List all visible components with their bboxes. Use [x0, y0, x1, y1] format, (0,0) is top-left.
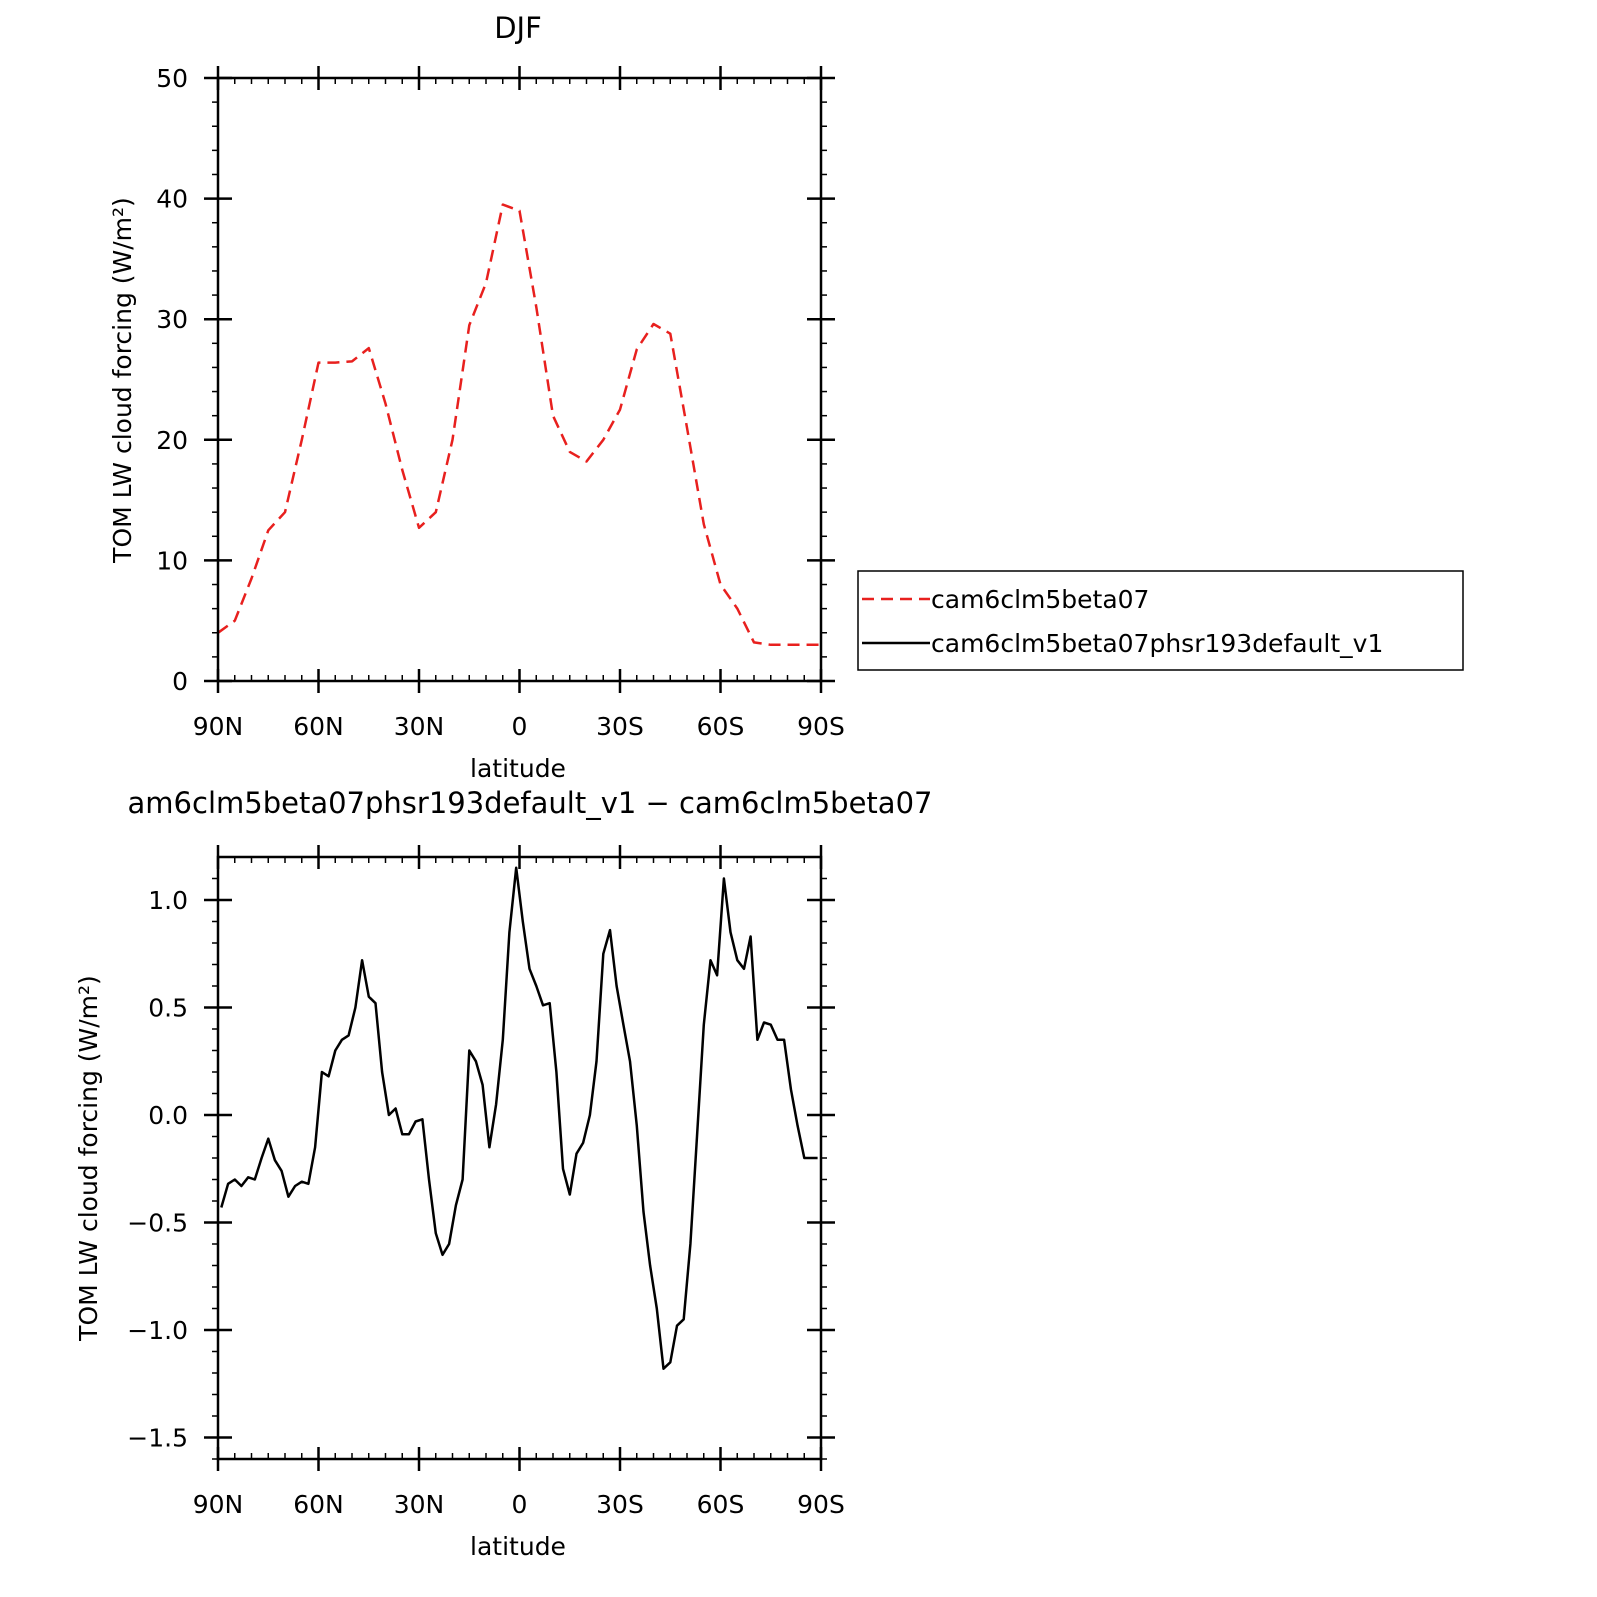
top-major-ticks — [204, 66, 835, 693]
y-tick-label: 30 — [156, 305, 188, 334]
series-line-diff-0 — [220, 866, 818, 1370]
x-tick-label: 60N — [293, 1490, 344, 1519]
x-tick-label: 90N — [193, 1490, 244, 1519]
top-plot-frame — [216, 76, 823, 683]
y-tick-label: 0 — [172, 667, 188, 696]
top-plot-title: DJF — [494, 11, 542, 45]
bottom-x-axis-title: latitude — [470, 1532, 566, 1561]
y-tick-label: 1.0 — [148, 886, 188, 915]
y-tick-label: 20 — [156, 426, 188, 455]
top-series-group — [217, 203, 821, 647]
legend-box — [857, 570, 1464, 671]
top-minor-ticks — [212, 78, 827, 681]
x-tick-label: 30N — [394, 1490, 445, 1519]
x-tick-label: 30S — [596, 1490, 644, 1519]
top-x-axis-title: latitude — [470, 754, 566, 783]
bottom-x-tick-labels: 90N 60N 30N 0 30S 60S 90S — [193, 1490, 845, 1519]
top-panel: DJF 90N 60N 30N 0 30S 60S 90S 0 10 20 30 40 50 lati… — [108, 11, 845, 783]
bottom-plot-frame — [216, 855, 823, 1461]
y-tick-label: 0.0 — [148, 1101, 188, 1130]
y-tick-label: 40 — [156, 185, 188, 214]
y-tick-label: −0.5 — [127, 1209, 188, 1238]
x-tick-label: 90S — [797, 712, 845, 741]
top-y-axis-title: TOM LW cloud forcing (W/m²) — [108, 197, 137, 564]
x-tick-label: 0 — [512, 1490, 528, 1519]
legend: cam6clm5beta07 cam6clm5beta07phsr193defa… — [857, 570, 1464, 671]
bottom-plot-title: am6clm5beta07phsr193default_v1 − cam6clm… — [128, 786, 933, 820]
x-tick-label: 90N — [193, 712, 244, 741]
bottom-series-group — [220, 866, 818, 1370]
x-tick-label: 60S — [697, 1490, 745, 1519]
y-tick-label: −1.5 — [127, 1424, 188, 1453]
bottom-y-axis-title: TOM LW cloud forcing (W/m²) — [74, 975, 103, 1342]
x-tick-label: 60N — [293, 712, 344, 741]
y-tick-label: 10 — [156, 546, 188, 575]
bottom-y-tick-labels: −1.5 −1.0 −0.5 0.0 0.5 1.0 — [127, 886, 188, 1453]
x-tick-label: 60S — [697, 712, 745, 741]
x-tick-label: 90S — [797, 1490, 845, 1519]
top-x-tick-labels: 90N 60N 30N 0 30S 60S 90S — [193, 712, 845, 741]
x-tick-label: 30S — [596, 712, 644, 741]
y-tick-label: −1.0 — [127, 1316, 188, 1345]
y-tick-label: 0.5 — [148, 994, 188, 1023]
bottom-panel: am6clm5beta07phsr193default_v1 − cam6clm… — [74, 786, 932, 1561]
y-tick-label: 50 — [156, 64, 188, 93]
x-tick-label: 30N — [394, 712, 445, 741]
legend-label-cam6clm5beta07: cam6clm5beta07 — [931, 585, 1149, 614]
legend-label-phsr193: cam6clm5beta07phsr193default_v1 — [931, 629, 1383, 658]
series-line-cam6clm5beta07 — [217, 203, 821, 647]
top-y-tick-labels: 0 10 20 30 40 50 — [156, 64, 188, 696]
bottom-major-ticks — [204, 845, 835, 1471]
x-tick-label: 0 — [512, 712, 528, 741]
